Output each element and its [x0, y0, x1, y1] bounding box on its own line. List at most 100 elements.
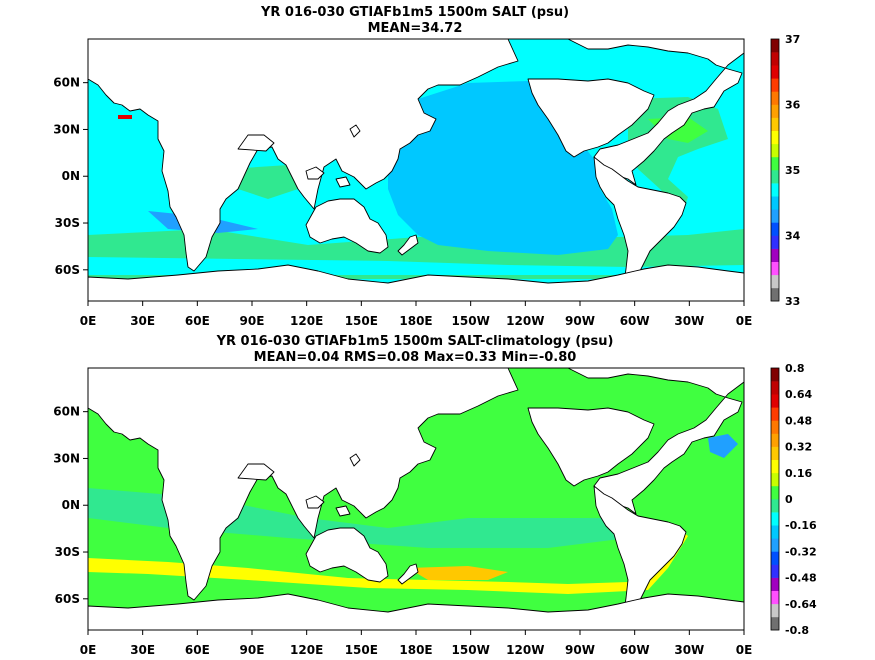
landmass	[87, 593, 745, 631]
colorbar-swatch	[771, 209, 779, 223]
lon-tick-label: 90E	[240, 643, 265, 656]
anomaly-map	[87, 367, 745, 631]
colorbar-label: -0.8	[785, 624, 809, 637]
lon-tick-label: 30E	[130, 314, 155, 328]
continents	[87, 367, 745, 631]
lon-tick-label: 60W	[620, 643, 650, 656]
panel-salt-anomaly: YR 016-030 GTIAFb1m5 1500m SALT-climatol…	[53, 334, 817, 657]
colorbar-label: 0.16	[785, 467, 812, 480]
lon-tick-label: 30W	[674, 643, 704, 656]
colorbar-swatch	[771, 512, 779, 526]
colorbar-label: -0.16	[785, 519, 817, 532]
continents	[87, 38, 745, 302]
colorbar-label: 37	[785, 33, 800, 46]
lat-tick-label: 60S	[55, 592, 80, 606]
lon-tick-label: 30E	[130, 643, 155, 656]
colorbar-swatch	[771, 603, 779, 618]
lon-tick-label: 60E	[185, 314, 210, 328]
colorbar-swatch	[771, 407, 779, 421]
landmass	[87, 367, 519, 601]
colorbar-swatch	[771, 459, 779, 474]
colorbar-swatch	[771, 616, 779, 631]
lat-tick-label: 60S	[55, 263, 80, 277]
landmass	[305, 198, 389, 254]
lon-tick-label: 90W	[565, 643, 595, 656]
lon-tick-label: 0E	[736, 643, 753, 656]
colorbar-label: 0.48	[785, 414, 812, 427]
panel-1-title: YR 016-030 GTIAFb1m5 1500m SALT (psu)	[260, 5, 569, 20]
colorbar-label: 0.8	[785, 362, 805, 375]
colorbar-label: 0.64	[785, 388, 812, 401]
colorbar-label: -0.32	[785, 545, 817, 558]
colorbar-swatch	[771, 274, 779, 289]
anomaly-south-yellow	[88, 528, 688, 594]
colorbar-swatch	[771, 104, 779, 118]
colorbar-swatch	[771, 170, 779, 184]
colorbar-swatch	[771, 525, 779, 539]
lon-tick-label: 150W	[452, 643, 490, 656]
colorbar-swatch	[771, 78, 779, 92]
landmass	[593, 485, 687, 621]
landmass	[335, 505, 351, 517]
panel-2-subtitle: MEAN=0.04 RMS=0.08 Max=0.33 Min=-0.80	[254, 350, 577, 365]
colorbar-label: 33	[785, 295, 800, 308]
colorbar-swatch	[771, 117, 779, 131]
atlantic-saline	[628, 97, 728, 215]
colorbar-swatch	[771, 433, 779, 447]
lon-tick-label: 150W	[452, 314, 490, 328]
lon-tick-label: 120E	[290, 643, 323, 656]
colorbar-swatch	[771, 538, 779, 552]
colorbar-label: -0.48	[785, 572, 817, 585]
lon-tick-label: 90W	[565, 314, 595, 328]
lon-tick-label: 150E	[345, 643, 378, 656]
colorbar-label: 0.32	[785, 441, 812, 454]
landmass	[87, 264, 745, 302]
landmass	[335, 176, 351, 188]
lat-tick-label: 30N	[53, 122, 80, 136]
colorbar-swatch	[771, 65, 779, 79]
colorbar-salt: 33 34 35 36 37	[770, 33, 801, 308]
colorbar-label: 0	[785, 493, 793, 506]
landmass	[237, 134, 275, 152]
landmass	[87, 38, 519, 272]
colorbar-swatch	[771, 248, 779, 262]
lat-tick-label: 60N	[53, 405, 80, 419]
colorbar-swatch	[771, 91, 779, 105]
lat-tick-label: 30N	[53, 451, 80, 465]
colorbar-swatch	[771, 499, 779, 513]
colorbar-swatch	[771, 381, 779, 395]
colorbar-swatch	[771, 446, 779, 460]
lon-tick-label: 60W	[620, 314, 650, 328]
landmass	[349, 453, 361, 467]
colorbar-swatch	[771, 235, 779, 249]
lon-tick-label: 180E	[399, 314, 432, 328]
landmass	[593, 156, 687, 292]
panel-1-subtitle: MEAN=34.72	[368, 21, 463, 36]
lon-tick-label: 120W	[506, 643, 544, 656]
colorbar-swatch	[771, 196, 779, 210]
colorbar-swatch	[771, 130, 779, 145]
colorbar-label: 35	[785, 164, 800, 177]
panel-salt: YR 016-030 GTIAFb1m5 1500m SALT (psu) ME…	[53, 5, 800, 328]
colorbar-swatch	[771, 287, 779, 302]
lat-tick-label: 30S	[55, 545, 80, 559]
panel-2-title: YR 016-030 GTIAFb1m5 1500m SALT-climatol…	[216, 334, 614, 349]
colorbar-label: -0.64	[785, 598, 817, 611]
colorbar-anomaly: -0.8 -0.64 -0.48 -0.32 -0.16 0 0.16 0.32 0.48 0.6…	[770, 362, 817, 637]
anomaly-blue-atlantic	[708, 434, 738, 458]
landmass	[397, 234, 419, 256]
lat-tick-label: 60N	[53, 76, 80, 90]
anomaly-south-gold	[408, 566, 508, 580]
colorbar-label: 36	[785, 99, 801, 112]
colorbar-swatch	[771, 143, 779, 158]
lat-tick-label: 30S	[55, 216, 80, 230]
colorbar-swatch	[771, 261, 779, 276]
colorbar-swatch	[771, 368, 779, 382]
lon-tick-label: 0E	[736, 314, 753, 328]
lat-tick-label: 0N	[62, 169, 80, 183]
salinity-map	[87, 38, 745, 302]
lon-tick-label: 180E	[399, 643, 432, 656]
lon-tick-label: 0E	[80, 314, 97, 328]
lon-tick-label: 90E	[240, 314, 265, 328]
